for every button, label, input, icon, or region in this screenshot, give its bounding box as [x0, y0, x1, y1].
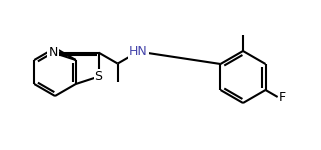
Text: S: S	[95, 70, 103, 83]
Text: F: F	[279, 90, 286, 104]
Text: N: N	[48, 46, 58, 59]
Text: HN: HN	[129, 45, 148, 58]
